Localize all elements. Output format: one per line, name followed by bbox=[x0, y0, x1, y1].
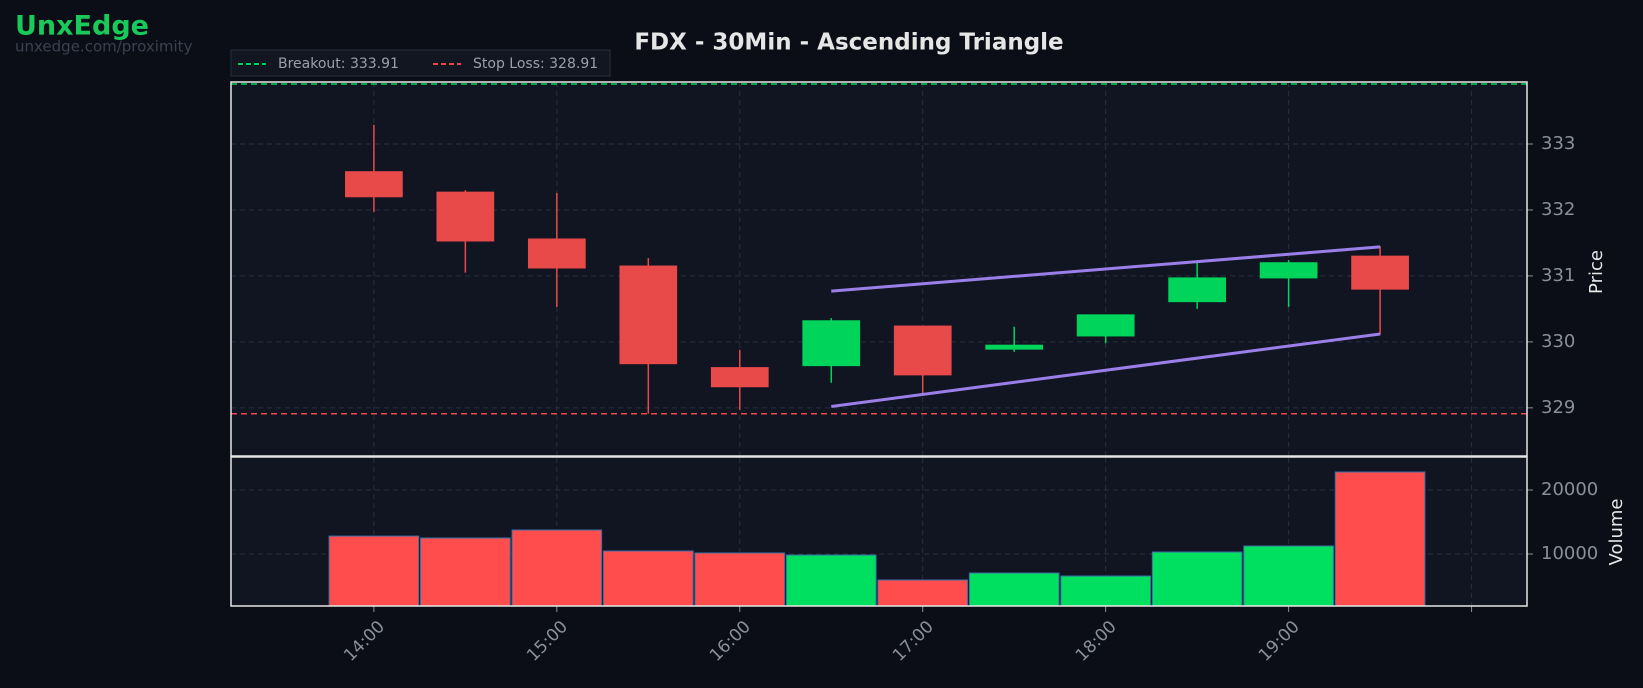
y-tick-label: 331 bbox=[1541, 265, 1575, 286]
volume-bar bbox=[1334, 471, 1426, 607]
trendline bbox=[831, 245, 1381, 293]
candle-body bbox=[1076, 314, 1135, 337]
y-tick-label: 332 bbox=[1541, 199, 1575, 220]
chart-title: FDX - 30Min - Ascending Triangle bbox=[634, 30, 1063, 56]
volume-bar bbox=[328, 535, 420, 607]
candle-body bbox=[527, 238, 586, 269]
volume-bar bbox=[1151, 551, 1243, 607]
candle-body bbox=[1259, 262, 1318, 279]
watermark-title: UnxEdge bbox=[15, 11, 149, 42]
trendline bbox=[831, 332, 1381, 409]
volume-bar bbox=[602, 550, 694, 607]
y-axis-label: Price bbox=[1586, 250, 1607, 294]
price-frame bbox=[230, 81, 1528, 457]
volume-frame bbox=[230, 456, 1528, 607]
volume-bar bbox=[968, 572, 1060, 607]
candle-body bbox=[710, 367, 769, 388]
candle-body bbox=[1168, 277, 1227, 303]
candle-body bbox=[619, 265, 678, 365]
candle-body bbox=[802, 320, 861, 367]
candle-body bbox=[436, 191, 495, 242]
candle-body bbox=[985, 344, 1044, 350]
legend-label: Stop Loss: 328.91 bbox=[473, 56, 598, 72]
volume-bar bbox=[420, 537, 511, 607]
watermark-subtitle: unxedge.com/proximity bbox=[15, 38, 193, 56]
volume-bar bbox=[1060, 575, 1151, 607]
volume-bar bbox=[511, 529, 603, 607]
legend-label: Breakout: 333.91 bbox=[278, 56, 399, 72]
legend bbox=[230, 49, 611, 77]
volume-bar bbox=[877, 579, 969, 607]
volume-bar bbox=[785, 554, 877, 607]
volume-bar bbox=[1243, 545, 1334, 607]
y-tick-label: 20000 bbox=[1541, 479, 1598, 500]
candle-body bbox=[345, 171, 403, 198]
y-tick-label: 329 bbox=[1541, 397, 1575, 418]
volume-bar bbox=[694, 552, 786, 607]
y-tick-label: 10000 bbox=[1541, 543, 1598, 564]
y-tick-label: 333 bbox=[1541, 133, 1575, 154]
candle-body bbox=[1351, 255, 1409, 290]
y-tick-label: 330 bbox=[1541, 331, 1575, 352]
volume-axis-label: Volume bbox=[1606, 499, 1627, 566]
candle-body bbox=[893, 325, 952, 376]
